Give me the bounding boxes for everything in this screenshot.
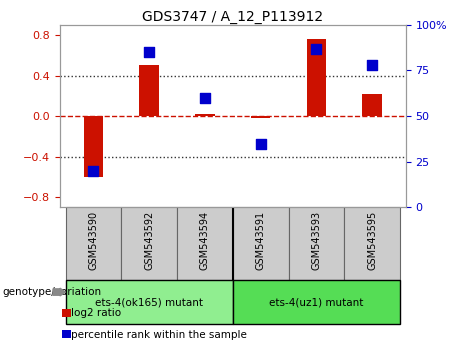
Bar [195,114,215,116]
Text: GSM543595: GSM543595 [367,211,377,270]
Text: GSM543590: GSM543590 [89,211,98,270]
Title: GDS3747 / A_12_P113912: GDS3747 / A_12_P113912 [142,10,323,24]
Text: ets-4(uz1) mutant: ets-4(uz1) mutant [269,297,364,307]
Text: percentile rank within the sample: percentile rank within the sample [71,330,248,339]
Text: GSM543594: GSM543594 [200,211,210,270]
Point [368,62,376,68]
Bar [83,116,103,177]
Text: GSM543592: GSM543592 [144,211,154,270]
Bar [139,65,159,116]
Bar [65,280,233,324]
Bar [251,116,271,118]
Bar [307,39,326,116]
Text: genotype/variation: genotype/variation [2,287,101,297]
Bar [233,207,289,280]
Bar [65,207,121,280]
Bar [362,94,382,116]
Text: log2 ratio: log2 ratio [71,308,122,318]
Bar [177,207,233,280]
Point [146,49,153,55]
Point [313,46,320,51]
Point [257,141,264,146]
Bar [289,207,344,280]
Text: GSM543591: GSM543591 [256,211,266,270]
Text: GSM543593: GSM543593 [312,211,321,270]
Bar [344,207,400,280]
Text: ets-4(ok165) mutant: ets-4(ok165) mutant [95,297,203,307]
Point [90,168,97,174]
Bar [121,207,177,280]
Point [201,95,209,101]
Bar [233,280,400,324]
